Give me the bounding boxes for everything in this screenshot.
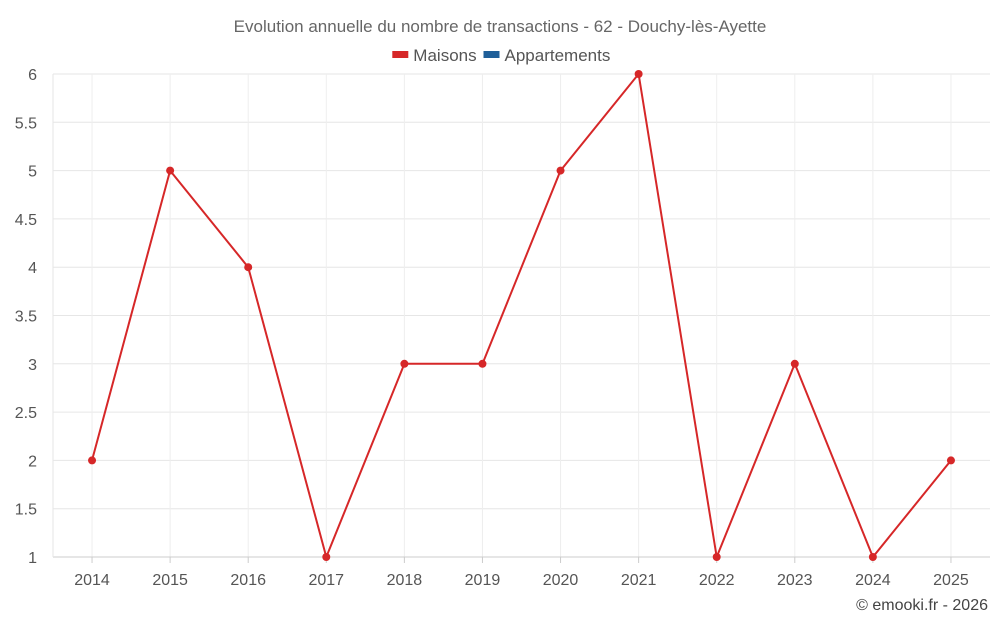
legend-label: Maisons (413, 46, 476, 65)
x-tick-label: 2017 (308, 572, 344, 589)
x-tick-label: 2016 (230, 572, 266, 589)
data-point[interactable] (322, 553, 331, 561)
x-tick-label: 2024 (855, 572, 891, 589)
legend-label: Appartements (505, 46, 611, 65)
x-tick-label: 2018 (387, 572, 423, 589)
y-tick-label: 3 (28, 357, 37, 374)
y-tick-label: 6 (28, 67, 37, 84)
y-tick-label: 1.5 (15, 502, 37, 519)
data-point[interactable] (166, 166, 175, 175)
credit-text: © emooki.fr - 2026 (856, 597, 988, 614)
legend-swatch (483, 51, 500, 58)
data-point[interactable] (244, 263, 253, 272)
data-point[interactable] (400, 359, 409, 368)
data-point[interactable] (478, 359, 487, 368)
y-tick-label: 1 (28, 550, 37, 567)
legend: Maisons Appartements (392, 46, 610, 65)
series-layer (88, 70, 955, 561)
y-tick-label: 3.5 (15, 309, 37, 326)
chart-title: Evolution annuelle du nombre de transact… (234, 17, 767, 36)
y-tick-label: 4.5 (15, 212, 37, 229)
data-point[interactable] (634, 70, 643, 78)
data-point[interactable] (790, 359, 799, 368)
grid (53, 73, 990, 558)
x-tick-label: 2020 (543, 572, 579, 589)
data-point[interactable] (712, 553, 721, 561)
data-point[interactable] (556, 166, 565, 175)
data-point[interactable] (88, 456, 97, 465)
data-point[interactable] (946, 456, 955, 465)
legend-item-maisons[interactable]: Maisons (392, 46, 477, 65)
x-tick-label: 2014 (74, 572, 110, 589)
y-tick-label: 2 (28, 453, 37, 470)
legend-item-appartements[interactable]: Appartements (483, 46, 611, 65)
x-tick-label: 2015 (152, 572, 188, 589)
axes: 1 1.5 2 2.5 3 3.5 4 4.5 5 5.5 6 2014 2015 2016 2017 201… (15, 67, 990, 589)
series-line-maisons (91, 73, 952, 558)
legend-swatch (392, 51, 409, 58)
x-tick-label: 2019 (465, 572, 501, 589)
x-tick-label: 2023 (777, 572, 813, 589)
y-tick-label: 4 (28, 260, 37, 277)
data-point[interactable] (868, 553, 877, 561)
y-tick-label: 5 (28, 164, 37, 181)
x-tick-label: 2021 (621, 572, 657, 589)
y-tick-label: 5.5 (15, 115, 37, 132)
x-tick-label: 2022 (699, 572, 735, 589)
x-tick-label: 2025 (933, 572, 969, 589)
y-tick-label: 2.5 (15, 405, 37, 422)
